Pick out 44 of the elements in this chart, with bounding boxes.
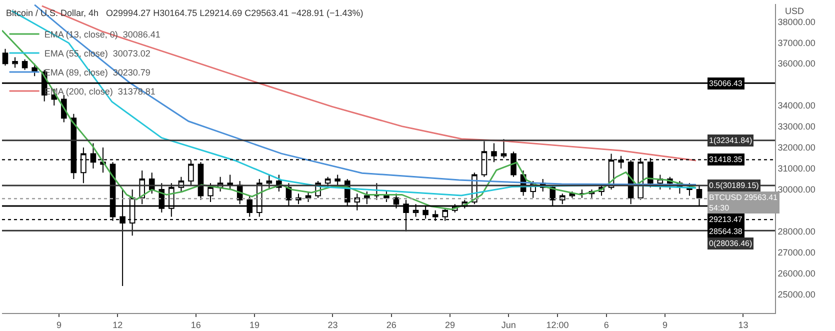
y-tick-label: 31000.00 bbox=[778, 164, 816, 174]
x-tick-label: 12:00 bbox=[546, 320, 569, 330]
ref-line-label: 31418.35 bbox=[709, 155, 743, 164]
x-tick-label: 26 bbox=[386, 320, 396, 330]
candlestick bbox=[384, 191, 390, 203]
y-tick-label: 26000.00 bbox=[778, 268, 816, 278]
x-tick-label: 29 bbox=[444, 320, 456, 330]
candlestick bbox=[374, 182, 380, 200]
x-tick-label: 6 bbox=[604, 320, 609, 330]
y-tick-label: 38000.00 bbox=[778, 16, 816, 27]
ref-line-label: 0(28036.46) bbox=[709, 239, 752, 248]
x-tick-label: 12 bbox=[112, 320, 123, 330]
y-tick-label: 30000.00 bbox=[778, 184, 816, 195]
x-tick-label: 9 bbox=[56, 320, 62, 330]
candlestick bbox=[305, 191, 312, 203]
x-tick-label: 19 bbox=[250, 320, 260, 330]
x-tick-label: 9 bbox=[662, 320, 668, 330]
y-tick-label: 36000.00 bbox=[778, 58, 816, 69]
candlestick bbox=[579, 188, 585, 198]
x-tick-label: 16 bbox=[190, 320, 201, 330]
candlestick bbox=[22, 58, 28, 70]
y-axis-title: USD bbox=[785, 6, 804, 16]
y-tick-label: 32000.00 bbox=[778, 142, 816, 153]
x-tick-label: 23 bbox=[328, 320, 338, 330]
y-tick-label: 28000.00 bbox=[778, 226, 816, 237]
candlestick bbox=[208, 182, 214, 203]
y-tick-label: 33000.00 bbox=[778, 122, 816, 132]
ref-line-label: 28564.38 bbox=[709, 227, 743, 236]
candlestick bbox=[334, 174, 340, 186]
candlestick bbox=[2, 48, 8, 66]
candlestick bbox=[12, 56, 18, 68]
ref-line-label: 1(32341.84) bbox=[709, 136, 752, 145]
y-tick-label: 25000.00 bbox=[778, 289, 816, 300]
ref-line-label: 29213.47 bbox=[709, 215, 743, 224]
y-tick-label: 34000.00 bbox=[778, 100, 816, 111]
x-tick-label: Jun bbox=[501, 320, 516, 330]
candlestick bbox=[500, 138, 507, 158]
ref-line-label: 35066.43 bbox=[709, 79, 743, 88]
ref-line-label: 0.5(30189.15) bbox=[709, 181, 760, 190]
x-tick-label: 13 bbox=[738, 320, 748, 330]
y-tick-label: 37000.00 bbox=[778, 38, 816, 48]
candlestick bbox=[266, 174, 272, 190]
y-tick-label: 27000.00 bbox=[778, 248, 816, 258]
ref-line-label: BTCUSD 29563.41 54:30 bbox=[709, 193, 778, 212]
